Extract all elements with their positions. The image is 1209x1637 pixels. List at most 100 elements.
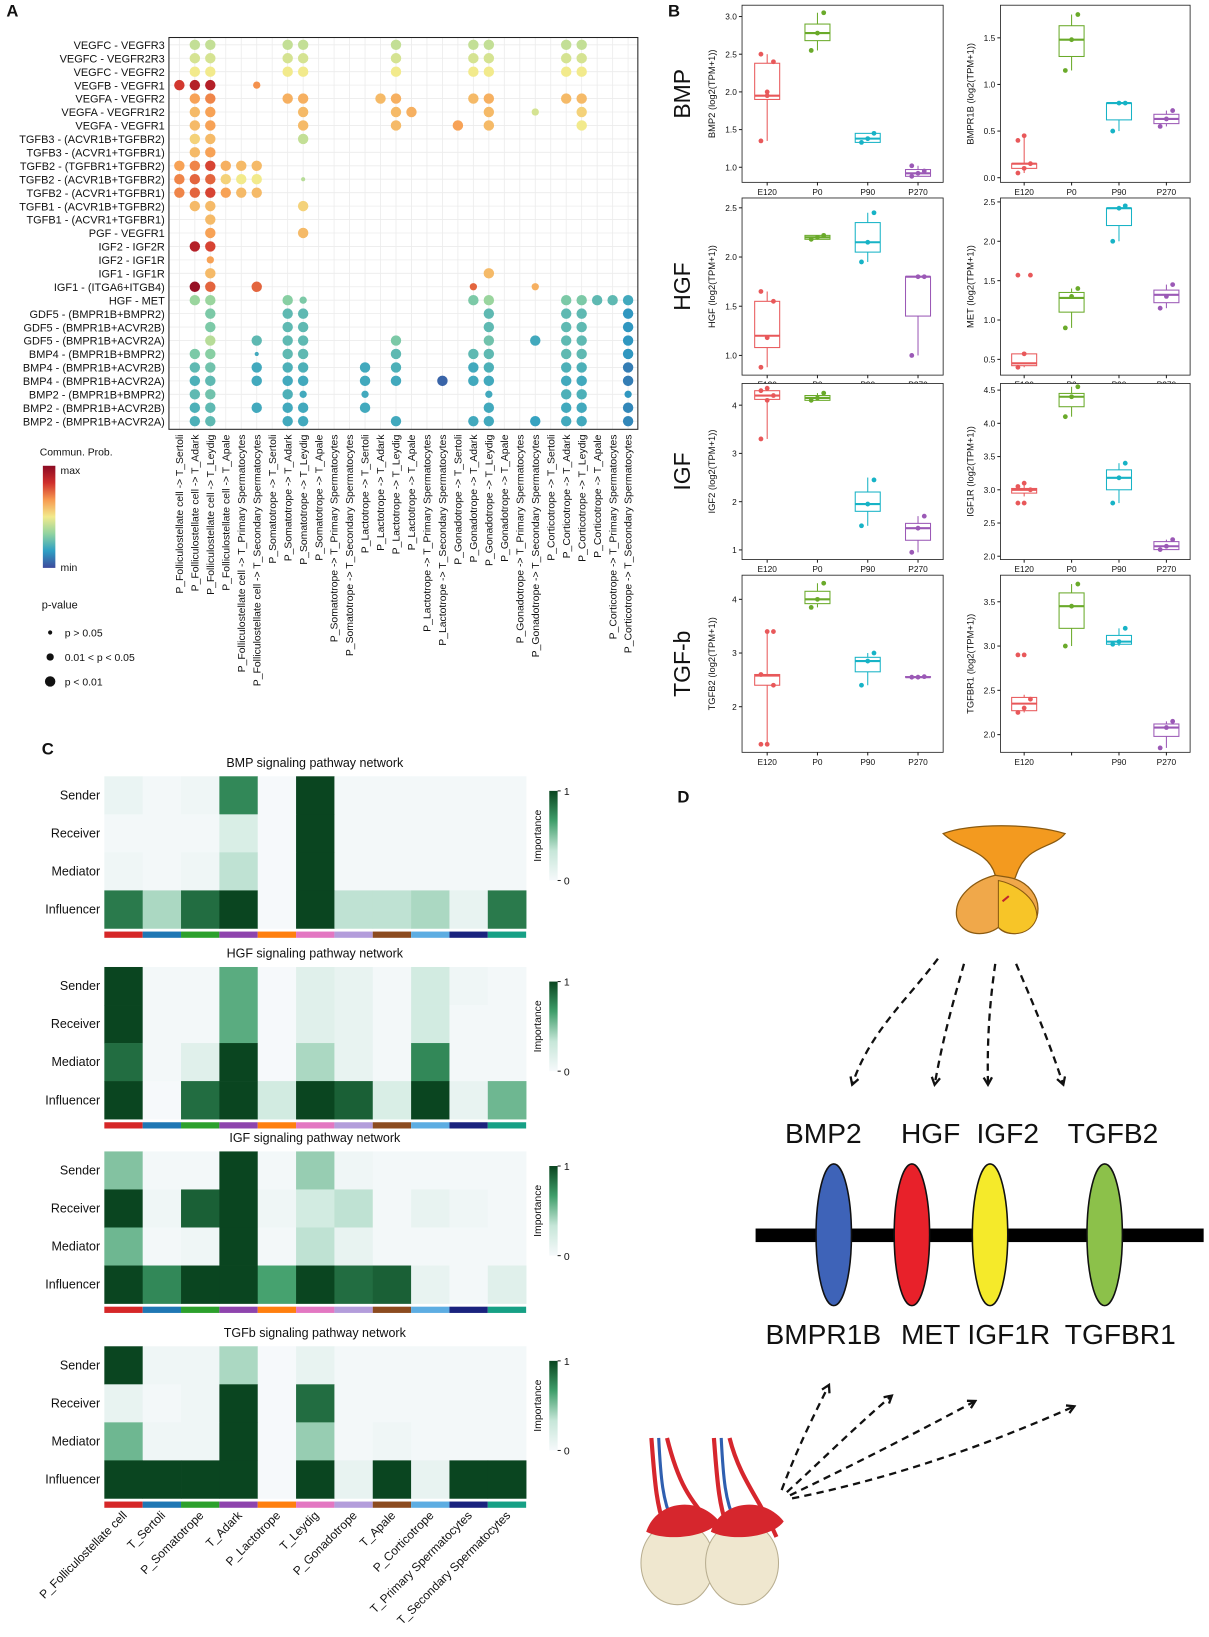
y-axis-label: IGF1R (log2(TPM+1)): [965, 426, 975, 517]
row-label: BMP4 - (BMPR1B+ACVR2A): [23, 376, 165, 388]
dot: [174, 187, 185, 198]
row-label: TGFB2 - (ACVR1+TGFBR1): [27, 188, 165, 200]
dot: [220, 160, 231, 171]
heat-cell: [334, 1151, 374, 1190]
heat-cell: [334, 1346, 374, 1385]
heat-cell: [296, 852, 335, 891]
dot: [205, 294, 216, 306]
dot: [576, 39, 587, 51]
receptor: [1086, 1163, 1124, 1307]
group-strip: [372, 1306, 412, 1313]
receptor: [971, 1163, 1009, 1307]
dot: [205, 415, 216, 427]
dot: [282, 389, 293, 400]
arrow: [789, 1402, 974, 1497]
heat-cell: [449, 1151, 489, 1190]
heat-cell: [104, 1346, 143, 1385]
ligand-label: HGF: [901, 1118, 960, 1149]
legend-tick-label: 1: [564, 1357, 570, 1368]
heat-cell: [257, 1422, 297, 1461]
dot: [437, 375, 448, 387]
dot: [189, 66, 201, 77]
y-axis-label: MET (log2(TPM+1)): [965, 245, 975, 328]
legend-tick-label: 1: [564, 978, 570, 989]
dot: [560, 375, 572, 387]
point: [821, 580, 827, 586]
point: [764, 397, 770, 403]
group-strip: [142, 1501, 182, 1508]
size-legend-label: p < 0.01: [65, 678, 103, 689]
dot: [390, 335, 402, 346]
heat-cell: [257, 890, 297, 929]
heat-cell: [142, 1346, 182, 1385]
legend-title: Importance: [533, 1379, 544, 1431]
group-strip: [372, 1501, 412, 1508]
y-tick-label: 3.0: [984, 485, 996, 495]
column-label: P_Corticotrope -> T_Primary Spermatocyte…: [608, 435, 619, 640]
column-label: P_Corticotrope -> T_Sertoli: [546, 435, 557, 561]
heat-cell: [372, 966, 412, 1006]
heat-cell: [257, 966, 297, 1006]
point: [1021, 652, 1027, 658]
point: [764, 335, 770, 341]
dot: [282, 53, 293, 64]
heat-cell: [372, 1422, 412, 1461]
point: [909, 674, 915, 680]
heat-cell: [142, 1005, 182, 1044]
point: [921, 513, 927, 519]
x-tick-label: P90: [1112, 564, 1127, 574]
dot: [297, 39, 309, 51]
dot: [205, 66, 216, 77]
y-tick-label: 2.0: [984, 730, 996, 740]
dot: [205, 227, 216, 239]
point: [1116, 100, 1122, 106]
heat-cell: [487, 776, 527, 815]
point: [1170, 537, 1176, 543]
heat-cell: [411, 776, 450, 815]
heat-cell: [372, 814, 412, 853]
group-strip: [104, 1501, 143, 1508]
heat-cell: [334, 890, 374, 929]
row-label: Sender: [60, 788, 100, 802]
y-tick-label: 1.5: [725, 125, 737, 135]
dot: [560, 389, 572, 400]
arrow: [935, 963, 966, 1084]
dot: [607, 294, 618, 306]
x-tick-label: E120: [1014, 564, 1034, 574]
arrow: [780, 1386, 829, 1491]
dot: [251, 174, 262, 185]
heat-cell: [487, 814, 527, 853]
dot: [189, 241, 201, 252]
point: [764, 385, 770, 391]
heat-cell: [487, 1460, 527, 1499]
heat-cell: [449, 814, 489, 853]
heat-cell: [142, 966, 182, 1006]
y-tick-label: 2.0: [984, 551, 996, 561]
group-strip: [487, 1122, 527, 1129]
dot: [622, 294, 634, 306]
heat-cell: [449, 966, 489, 1006]
dot: [205, 362, 216, 373]
heat-cell: [449, 1422, 489, 1461]
heat-cell: [296, 1151, 335, 1190]
box: [1105, 207, 1133, 227]
heat-cell: [181, 1005, 220, 1044]
column-label: P_Gonadotrope -> T_Primary Spermatocytes: [515, 435, 526, 644]
point: [1170, 718, 1176, 724]
dot: [205, 174, 216, 185]
pituitary-illustration: [942, 825, 1067, 935]
heat-cell: [372, 1005, 412, 1044]
heat-cell: [487, 1346, 527, 1385]
row-label: Influencer: [45, 903, 100, 917]
heat-cell: [334, 1384, 374, 1423]
heat-cell: [487, 1151, 527, 1190]
column-label: P_Somatotrope -> T_Primary Spermatocytes: [330, 435, 341, 643]
dot: [282, 402, 293, 413]
y-tick-label: 4: [732, 400, 737, 410]
heat-cell: [334, 776, 374, 815]
x-tick-label: E120: [1014, 757, 1034, 767]
point: [1116, 639, 1122, 645]
dot: [189, 106, 201, 118]
dot: [483, 66, 495, 77]
heat-cell: [181, 1081, 220, 1120]
